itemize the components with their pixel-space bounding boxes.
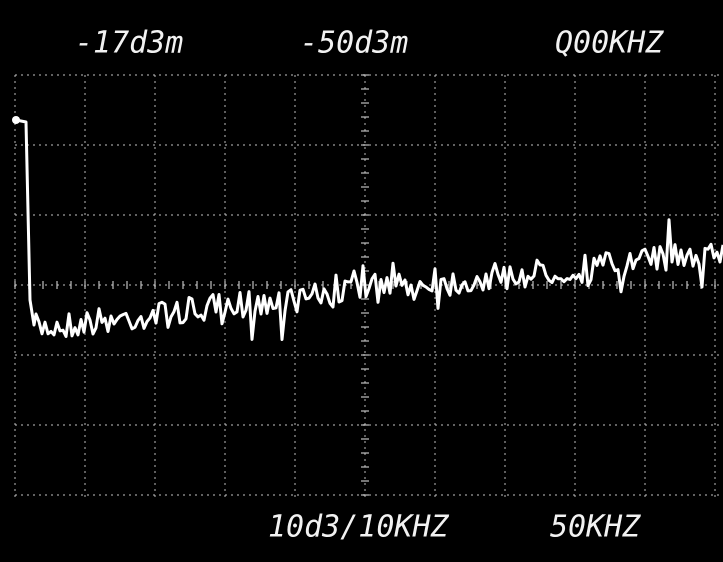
graticule xyxy=(14,74,723,500)
scale-setting: 10d3/10KHZ xyxy=(268,510,450,545)
center-frequency: Q00KHZ xyxy=(555,26,664,61)
trace-start-dot xyxy=(12,116,20,124)
span-setting: 50KHZ xyxy=(550,510,641,545)
reference-level: -17d3m xyxy=(75,26,183,61)
marker-level: -50d3m xyxy=(300,26,408,61)
spectrum-trace xyxy=(15,118,723,341)
